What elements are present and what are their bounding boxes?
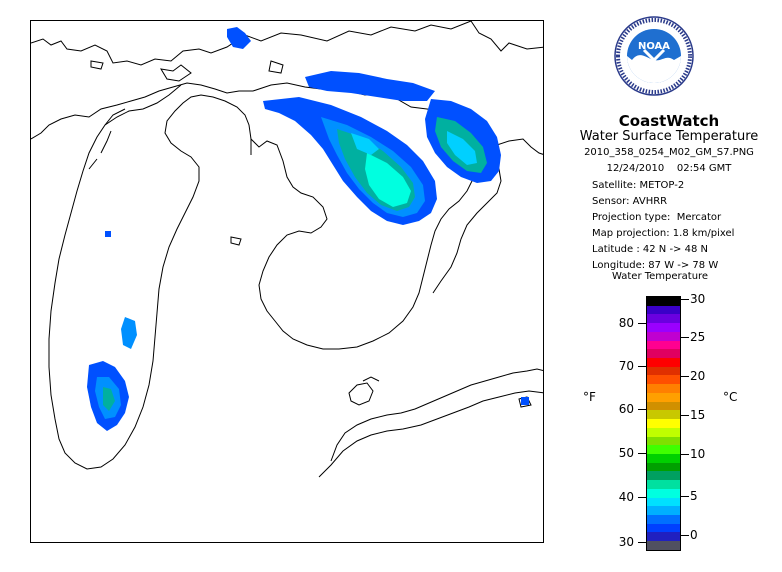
- coastline-st-clair: [348, 376, 380, 406]
- unit-celsius: °C: [723, 390, 738, 404]
- c-tick: [681, 535, 689, 536]
- sst-michigan-teal: [103, 387, 115, 411]
- unit-fahrenheit: °F: [583, 390, 596, 404]
- f-tick: [638, 323, 646, 324]
- coastline-upper-peninsula-2: [160, 64, 192, 82]
- color-scale-band: [647, 410, 680, 420]
- color-scale-band: [647, 392, 680, 402]
- sst-huron-warm: [365, 153, 411, 207]
- color-scale-band: [647, 349, 680, 359]
- observation-datetime: 12/24/2010 02:54 GMT: [606, 163, 732, 174]
- color-scale-band: [647, 480, 680, 489]
- c-label-25: 25: [690, 330, 706, 344]
- coastline-superior: [31, 21, 472, 66]
- color-scale-band: [647, 541, 680, 550]
- sst-georgian-warm: [447, 131, 477, 165]
- noaa-logo: NOAA: [614, 16, 694, 96]
- color-scale-band: [647, 340, 680, 350]
- color-scale-band: [647, 427, 680, 437]
- c-tick: [681, 337, 689, 338]
- color-scale-band: [647, 532, 680, 542]
- color-scale-band: [647, 506, 680, 515]
- sst-field-north-channel: [227, 27, 435, 101]
- color-scale-band: [647, 358, 680, 367]
- color-scale-band: [647, 375, 680, 385]
- sst-huron-mid: [351, 133, 379, 155]
- color-scale-band: [647, 453, 680, 463]
- color-scale-bar: [646, 296, 681, 551]
- sst-field-huron: [263, 97, 437, 225]
- c-tick: [681, 299, 689, 300]
- meta-latitude: Latitude : 42 N -> 48 N: [592, 244, 708, 255]
- color-scale-band: [647, 384, 680, 393]
- color-scale-band: [647, 419, 680, 428]
- sst-michigan-dot: [105, 231, 111, 237]
- product-subtitle: Water Surface Temperature: [579, 129, 759, 144]
- f-tick: [638, 453, 646, 454]
- sst-field-michigan: [87, 231, 137, 431]
- color-scale-band: [647, 366, 680, 376]
- coastline-lake-erie: [330, 368, 543, 462]
- file-name: 2010_358_0254_M02_GM_S7.PNG: [584, 147, 754, 158]
- meta-satellite: Satellite: METOP-2: [592, 180, 685, 191]
- sst-field-georgian: [425, 99, 501, 183]
- coastline-michigan-lp: [250, 134, 476, 350]
- f-label-70: 70: [618, 359, 634, 373]
- f-label-40: 40: [618, 490, 634, 504]
- meta-map-projection: Map projection: 1.8 km/pixel: [592, 228, 735, 239]
- f-label-50: 50: [618, 446, 634, 460]
- coastline-superior-east: [470, 21, 543, 52]
- c-tick: [681, 496, 689, 497]
- color-scale-band: [647, 305, 680, 315]
- f-tick: [638, 366, 646, 367]
- f-tick: [638, 542, 646, 543]
- sst-map: [30, 20, 544, 543]
- map-canvas: [31, 21, 543, 478]
- color-scale-band: [647, 523, 680, 533]
- c-label-15: 15: [690, 408, 706, 422]
- coastline-lake-michigan: [48, 84, 252, 470]
- c-tick: [681, 454, 689, 455]
- sst-northwest: [227, 27, 251, 49]
- island-3: [268, 60, 284, 74]
- noaa-logo-text: NOAA: [637, 41, 671, 52]
- c-tick: [681, 376, 689, 377]
- f-label-30: 30: [618, 535, 634, 549]
- color-scale-band: [647, 462, 680, 472]
- color-scale-band: [647, 514, 680, 524]
- c-label-30: 30: [690, 292, 706, 306]
- noaa-logo-graphic: [614, 16, 694, 96]
- island-1: [230, 236, 242, 246]
- f-label-80: 80: [618, 316, 634, 330]
- color-scale-band: [647, 436, 680, 446]
- sst-michigan-north: [121, 317, 137, 349]
- color-scale-band: [647, 297, 680, 306]
- color-scale-band: [647, 497, 680, 507]
- color-scale-band: [647, 488, 680, 498]
- c-label-0: 0: [690, 528, 698, 542]
- color-scale-band: [647, 471, 680, 481]
- coastwatch-title: CoastWatch: [618, 112, 720, 130]
- color-scale-band: [647, 445, 680, 454]
- coastline-green-bay: [88, 108, 126, 170]
- c-label-20: 20: [690, 369, 706, 383]
- sst-erie-dot: [521, 397, 529, 405]
- meta-projection-type: Projection type: Mercator: [592, 212, 722, 223]
- color-scale-band: [647, 323, 680, 332]
- meta-sensor: Sensor: AVHRR: [592, 196, 668, 207]
- f-tick: [638, 409, 646, 410]
- meta-longitude: Longitude: 87 W -> 78 W: [592, 260, 719, 271]
- color-scale-band: [647, 314, 680, 324]
- color-scale-band: [647, 331, 680, 341]
- c-label-10: 10: [690, 447, 706, 461]
- color-scale-band: [647, 401, 680, 411]
- c-tick: [681, 415, 689, 416]
- f-label-60: 60: [618, 402, 634, 416]
- sst-north-channel: [305, 71, 435, 101]
- legend-title: Water Temperature: [612, 271, 709, 282]
- f-tick: [638, 497, 646, 498]
- c-label-5: 5: [690, 489, 698, 503]
- coastline-lake-erie-south: [318, 390, 543, 478]
- island-2: [90, 60, 104, 70]
